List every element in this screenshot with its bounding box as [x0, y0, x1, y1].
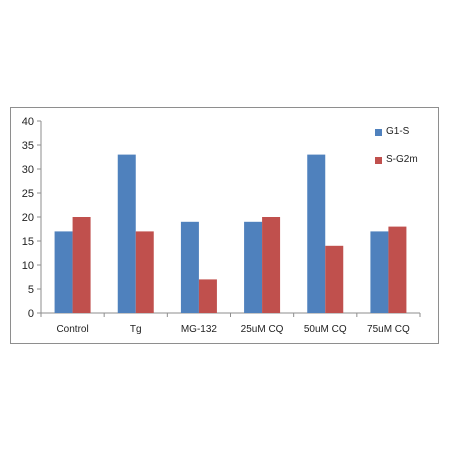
y-tick-label: 10	[22, 260, 34, 272]
legend-label-g1-s: G1-S	[386, 126, 410, 137]
y-tick-label: 30	[22, 164, 34, 176]
bar-g1-s-5	[370, 231, 389, 313]
bar-s-g2m-2	[198, 279, 217, 313]
y-tick-label: 15	[22, 236, 34, 248]
bar-s-g2m-0	[72, 217, 91, 313]
bar-s-g2m-4	[325, 245, 344, 313]
legend-swatch-s-g2m	[375, 157, 382, 164]
x-tick-label: Control	[56, 324, 88, 335]
bar-g1-s-3	[244, 221, 263, 313]
y-tick-label: 5	[28, 284, 34, 296]
y-tick-label: 40	[22, 116, 34, 128]
legend-swatch-g1-s	[375, 129, 382, 136]
legend: G1-S S-G2m	[375, 126, 435, 182]
bar-g1-s-4	[307, 154, 326, 313]
bar-g1-s-2	[180, 221, 199, 313]
bar-g1-s-1	[117, 154, 136, 313]
x-tick-label: 25uM CQ	[241, 324, 284, 335]
x-tick-label: 50uM CQ	[304, 324, 347, 335]
legend-item-s-g2m: S-G2m	[375, 154, 435, 170]
x-tick-label: 75uM CQ	[367, 324, 410, 335]
bar-s-g2m-3	[262, 217, 281, 313]
y-tick-label: 20	[22, 212, 34, 224]
bar-s-g2m-5	[388, 226, 407, 313]
x-tick-label: Tg	[130, 324, 142, 335]
y-tick-label: 0	[28, 308, 34, 320]
x-tick-label: MG-132	[181, 324, 218, 335]
y-tick-label: 35	[22, 140, 34, 152]
legend-item-g1-s: G1-S	[375, 126, 435, 142]
legend-label-s-g2m: S-G2m	[386, 154, 418, 165]
bar-s-g2m-1	[135, 231, 154, 313]
y-tick-label: 25	[22, 188, 34, 200]
bar-g1-s-0	[54, 231, 73, 313]
